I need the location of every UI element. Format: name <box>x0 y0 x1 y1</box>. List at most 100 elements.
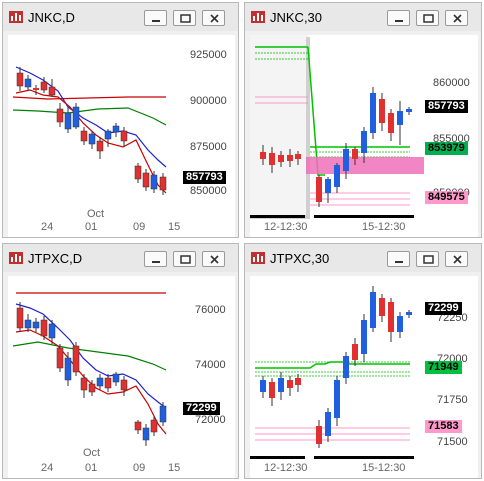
last-price-tag: 857793 <box>425 100 468 113</box>
close-button[interactable] <box>202 10 225 26</box>
candle <box>56 108 64 123</box>
chart-window-jnkc-30min[interactable]: JNKC,30 <box>244 2 482 238</box>
chart-app-icon <box>251 252 265 264</box>
blue-moving-average-line <box>15 66 167 168</box>
minimize-button[interactable] <box>144 10 167 26</box>
candle <box>142 427 150 441</box>
close-icon <box>453 14 462 23</box>
date-label: 15 <box>168 462 181 474</box>
close-button[interactable] <box>445 10 468 26</box>
restore-icon <box>423 14 434 23</box>
minimize-button[interactable] <box>144 251 167 267</box>
candle <box>325 412 331 436</box>
restore-button[interactable] <box>416 10 439 26</box>
restore-button[interactable] <box>416 251 439 267</box>
window-titlebar[interactable]: JNKC,D <box>3 3 238 31</box>
close-icon <box>453 255 462 264</box>
candle <box>96 140 104 152</box>
date-label: 09 <box>133 221 146 233</box>
date-axis: 24 01 09 15 <box>8 219 235 237</box>
minimize-icon <box>152 261 160 263</box>
candle <box>379 99 385 123</box>
date-label: 09 <box>133 462 146 474</box>
candle <box>406 312 412 315</box>
tick-label: 850000 <box>190 185 227 197</box>
close-button[interactable] <box>202 251 225 267</box>
candles <box>16 67 167 195</box>
candle <box>406 109 412 112</box>
session-bar <box>314 215 414 218</box>
window-titlebar[interactable]: JTPXC,30 <box>245 244 481 272</box>
chart-app-icon <box>9 11 23 23</box>
time-label: 15-12:30 <box>362 462 406 474</box>
candle <box>134 421 142 431</box>
minimize-button[interactable] <box>387 10 410 26</box>
price-axis: 860000 855000 850000 857793 853979 84957… <box>425 35 478 219</box>
time-label: 12-12:30 <box>264 221 308 233</box>
tick-label: 71750 <box>437 394 468 406</box>
month-label: Oct <box>87 208 105 220</box>
intraday-candlestick-chart <box>250 35 424 219</box>
candle <box>64 112 72 130</box>
candle <box>159 405 167 423</box>
price-axis: 76000 74000 72000 72299 <box>183 276 235 460</box>
candle <box>120 130 128 142</box>
candle <box>104 130 112 140</box>
candle <box>96 377 104 387</box>
candle <box>16 307 24 329</box>
candles <box>260 87 412 207</box>
tick-label: 74000 <box>195 359 226 371</box>
price-chart-plot[interactable] <box>8 276 183 460</box>
price-chart-plot[interactable] <box>250 276 425 460</box>
window-titlebar[interactable]: JTPXC,D <box>3 244 238 272</box>
session-bar <box>250 456 305 459</box>
candle <box>72 106 80 128</box>
chart-window-jtpxc-30min[interactable]: JTPXC,30 <box>244 243 482 479</box>
candle <box>80 377 88 391</box>
restore-button[interactable] <box>173 251 196 267</box>
pink-highlight-band <box>306 157 424 174</box>
candle <box>24 78 32 88</box>
candle <box>56 347 64 369</box>
candle <box>40 319 48 337</box>
candle <box>334 380 340 418</box>
restore-icon <box>180 255 191 264</box>
window-titlebar[interactable]: JNKC,30 <box>245 3 481 31</box>
window-title: JTPXC,D <box>28 251 83 266</box>
candle <box>80 130 88 142</box>
restore-icon <box>423 255 434 264</box>
candle <box>379 298 385 316</box>
candle <box>295 378 301 385</box>
candle <box>370 93 376 133</box>
window-title: JNKC,D <box>28 10 75 25</box>
candle <box>352 344 358 360</box>
restore-button[interactable] <box>173 10 196 26</box>
date-label: 15 <box>168 221 181 233</box>
price-chart-plot[interactable] <box>8 35 183 219</box>
green-level-tag: 853979 <box>425 142 468 155</box>
session-bar <box>314 456 414 459</box>
candle <box>388 113 394 133</box>
price-chart-plot[interactable] <box>250 35 425 219</box>
candle <box>260 380 266 392</box>
candle <box>64 357 72 381</box>
intraday-candlestick-chart <box>250 286 414 459</box>
minimize-button[interactable] <box>387 251 410 267</box>
chart-window-jtpxc-daily[interactable]: JTPXC,D <box>2 243 239 479</box>
green-moving-average-line <box>12 107 167 126</box>
shaded-region <box>250 35 308 219</box>
minimize-icon <box>395 20 403 22</box>
candle <box>142 172 150 188</box>
candle <box>269 382 275 398</box>
red-lower-ma-line <box>15 89 167 194</box>
candle <box>40 81 48 91</box>
blue-moving-average-line <box>15 303 167 409</box>
candle <box>361 320 367 354</box>
green-step-line <box>307 46 325 176</box>
month-label: Oct <box>83 447 101 459</box>
candle <box>361 131 367 153</box>
time-axis: 12-12:30 15-12:30 <box>250 219 478 237</box>
close-button[interactable] <box>445 251 468 267</box>
chart-window-jnkc-daily[interactable]: JNKC,D <box>2 2 239 238</box>
candle <box>150 174 158 190</box>
